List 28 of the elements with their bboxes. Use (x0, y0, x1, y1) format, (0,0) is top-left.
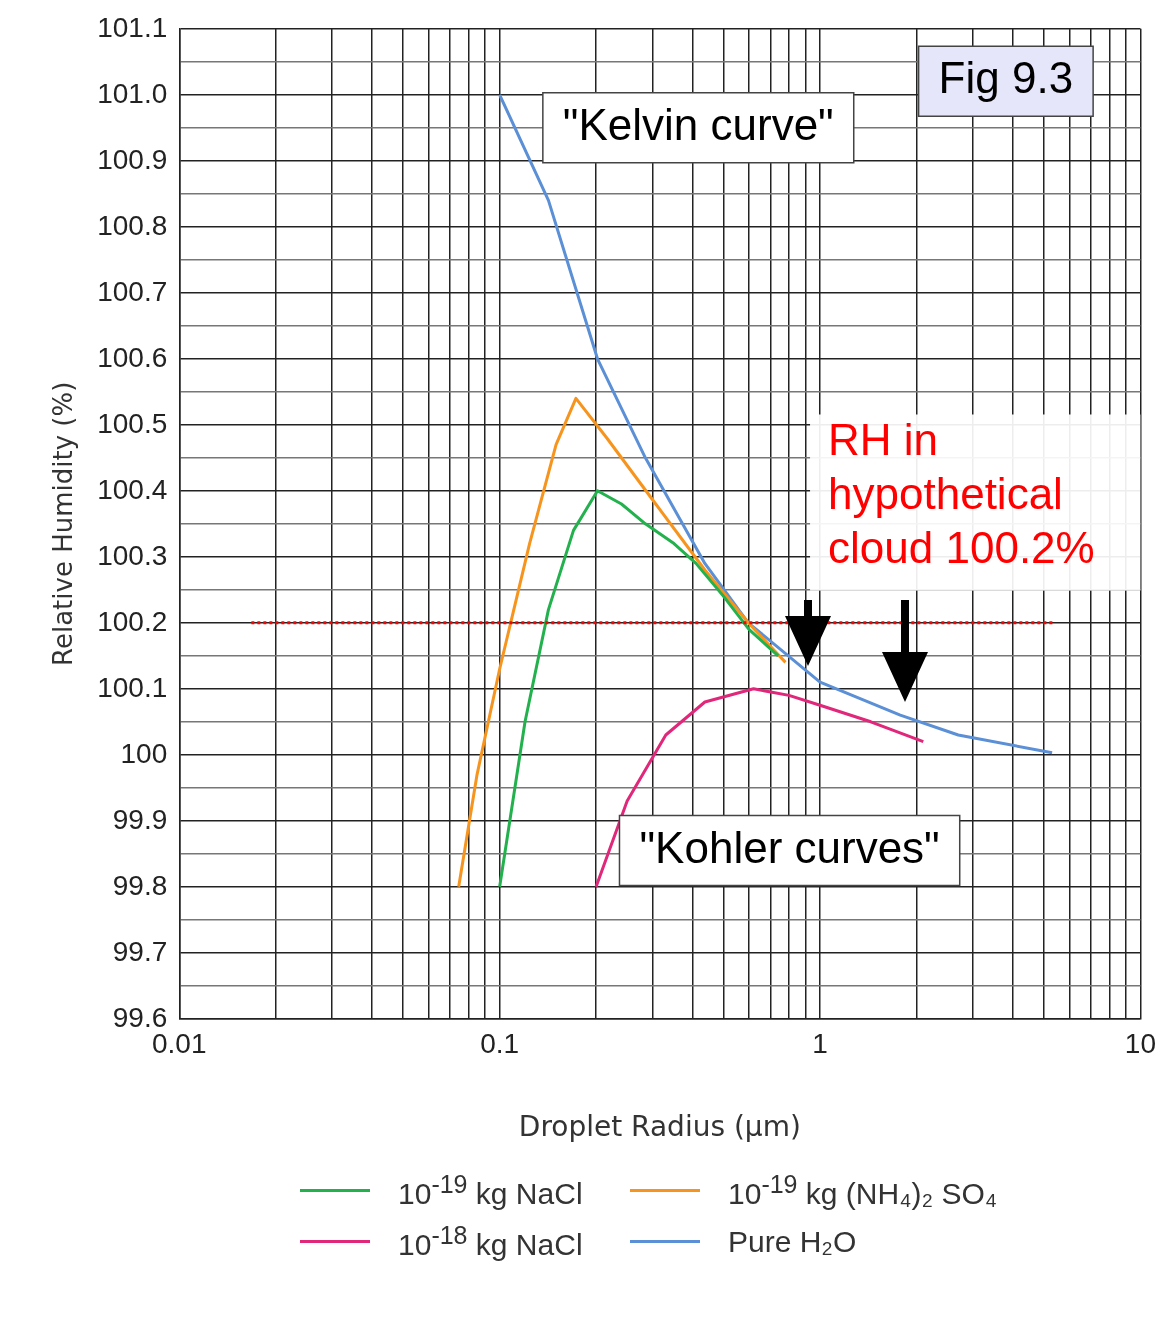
y-tick-label: 100.4 (97, 473, 168, 505)
y-tick-label: 100.9 (97, 143, 168, 175)
y-tick-label: 100.6 (97, 341, 168, 373)
legend-label: Pure H₂O (728, 1224, 857, 1259)
y-tick-label: 100.2 (97, 605, 168, 637)
y-tick-label: 101.0 (97, 77, 168, 109)
x-tick-label: 10 (1124, 1028, 1157, 1060)
y-tick-label: 101.1 (97, 11, 168, 43)
y-axis-title: Relative Humidity (%) (48, 381, 79, 666)
y-tick-label: 99.8 (112, 869, 168, 901)
ref-line-label: RH in hypothetical cloud 100.2% (828, 414, 1095, 572)
y-tick-label: 100.3 (97, 539, 168, 571)
y-tick-label: 100.7 (97, 275, 168, 307)
y-tick-label: 100.1 (97, 671, 168, 703)
legend-label: 10$^{-19}$ kg (NH₄)₂ SO₄ (728, 1170, 997, 1211)
x-tick-label: 0.1 (480, 1028, 520, 1060)
annotation: "Kohler curves" (639, 822, 940, 872)
annotation: Fig 9.3 (938, 53, 1074, 103)
annotation: "Kelvin curve" (562, 99, 834, 149)
legend-label: 10$^{-18}$ kg NaCl (398, 1221, 583, 1262)
y-tick-label: 100.8 (97, 209, 168, 241)
x-tick-label: 1 (812, 1028, 828, 1060)
y-tick-label: 100 (120, 737, 168, 769)
y-tick-label: 99.7 (112, 935, 168, 967)
y-tick-label: 99.9 (112, 803, 168, 835)
y-tick-label: 100.5 (97, 407, 168, 439)
x-axis-title: Droplet Radius (μm) (518, 1110, 801, 1144)
legend-label: 10$^{-19}$ kg NaCl (398, 1170, 583, 1211)
